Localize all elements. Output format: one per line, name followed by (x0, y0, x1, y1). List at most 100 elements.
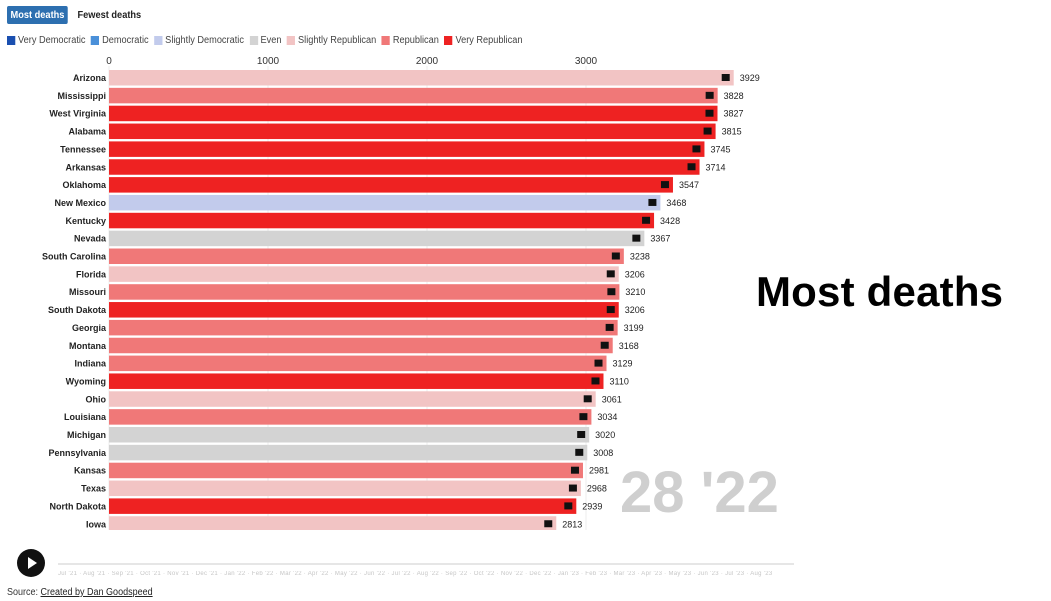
category-label: Missouri (69, 287, 106, 297)
category-label: North Dakota (49, 501, 106, 511)
bar (109, 480, 581, 497)
category-label: South Carolina (42, 252, 107, 262)
state-shape-icon (606, 270, 615, 278)
bar (109, 302, 619, 318)
state-shape-icon (544, 520, 553, 528)
data-label: 2981 (589, 466, 609, 476)
bar (109, 319, 618, 336)
state-shape-icon (594, 359, 603, 367)
category-label: Arkansas (65, 162, 106, 172)
tab-bar: Most deaths Fewest deaths (7, 6, 155, 24)
state-shape-icon (705, 109, 714, 117)
category-label: Georgia (72, 323, 107, 333)
x-tick-label: 1000 (257, 56, 280, 67)
state-shape-icon (568, 484, 577, 492)
legend-label: Republican (392, 35, 439, 46)
x-tick-label: 3000 (575, 56, 598, 67)
state-shape-icon (642, 216, 651, 224)
data-label: 3008 (593, 448, 613, 458)
state-shape-icon (721, 74, 730, 81)
category-label: Arizona (73, 73, 107, 83)
bar-chart: 28 '22 0 1000 2000 3000 Arizona 3929 Mississipp… (42, 56, 779, 530)
legend-item-very-democratic: Very Democratic (7, 35, 86, 46)
state-shape-icon (607, 288, 616, 296)
bar (109, 355, 607, 372)
bar (109, 284, 620, 300)
category-label: Michigan (67, 430, 106, 440)
category-label: Pennsylvania (48, 448, 107, 458)
category-label: Ohio (86, 394, 107, 404)
state-shape-icon (648, 198, 657, 206)
bar (109, 212, 655, 229)
legend-label: Democratic (102, 35, 149, 46)
state-shape-icon (583, 395, 592, 403)
date-watermark: 28 '22 (620, 460, 779, 525)
bar (109, 141, 705, 157)
category-label: New Mexico (54, 198, 106, 208)
bar (109, 516, 557, 530)
timeline-scrubber[interactable] (58, 562, 794, 566)
category-label: Wyoming (66, 376, 106, 386)
source-line: Source: Created by Dan Goodspeed (7, 587, 153, 598)
bar (109, 230, 645, 247)
category-label: Kentucky (65, 216, 106, 226)
data-label: 3199 (624, 323, 644, 333)
timeline-tick-labels: Jul '21 · Aug '21 · Sep '21 · Oct '21 · … (58, 571, 773, 577)
category-label: Oklahoma (62, 180, 107, 190)
data-label: 3034 (597, 412, 617, 422)
state-shape-icon (605, 323, 614, 331)
state-shape-icon (687, 163, 696, 171)
tab-most-deaths[interactable]: Most deaths (7, 6, 68, 24)
data-label: 3210 (625, 287, 645, 297)
bar (109, 87, 718, 104)
bar (109, 373, 604, 389)
legend-label: Very Democratic (18, 35, 86, 46)
data-label: 3815 (722, 127, 742, 137)
x-tick-label: 2000 (416, 56, 439, 67)
bar (109, 444, 588, 461)
data-label: 3428 (660, 216, 680, 226)
legend-item-republican: Republican (381, 35, 439, 46)
tab-fewest-deaths[interactable]: Fewest deaths (77, 9, 142, 21)
data-label: 3129 (613, 359, 633, 369)
data-label: 3828 (724, 91, 744, 101)
data-label: 3827 (723, 109, 743, 119)
legend-label: Slightly Republican (298, 35, 377, 46)
bar (109, 248, 624, 264)
data-label: 2939 (582, 501, 602, 511)
timeline-track (58, 563, 794, 565)
state-shape-icon (606, 306, 615, 314)
category-label: Tennessee (60, 144, 106, 154)
source-link[interactable]: Created by Dan Goodspeed (40, 587, 153, 598)
legend-swatch (381, 36, 391, 45)
state-shape-icon (600, 341, 609, 349)
category-label: South Dakota (48, 305, 107, 315)
data-label: 3110 (609, 376, 628, 386)
category-label: Louisiana (64, 412, 107, 422)
data-label: 3547 (679, 180, 699, 190)
legend-swatch (154, 36, 163, 45)
bar (109, 391, 596, 407)
category-label: Mississippi (57, 91, 106, 101)
bar (109, 177, 673, 193)
state-shape-icon (570, 466, 579, 474)
bar (109, 462, 583, 479)
category-label: Montana (69, 341, 107, 351)
state-shape-icon (705, 91, 714, 99)
category-label: West Virginia (49, 109, 107, 119)
category-label: Iowa (86, 519, 107, 529)
data-label: 3745 (710, 144, 730, 154)
legend-swatch (91, 36, 100, 45)
data-label: 3468 (666, 198, 686, 208)
play-button[interactable] (17, 549, 45, 577)
data-label: 3206 (625, 305, 645, 315)
category-label: Florida (76, 269, 107, 279)
state-shape-icon (692, 145, 701, 153)
state-shape-icon (564, 502, 573, 510)
state-shape-icon (591, 377, 600, 385)
data-label: 3168 (619, 341, 639, 351)
legend: Very Democratic Democratic Slightly Demo… (7, 35, 522, 46)
legend-label: Even (260, 35, 282, 46)
data-label: 3206 (625, 269, 645, 279)
state-shape-icon (577, 431, 586, 438)
